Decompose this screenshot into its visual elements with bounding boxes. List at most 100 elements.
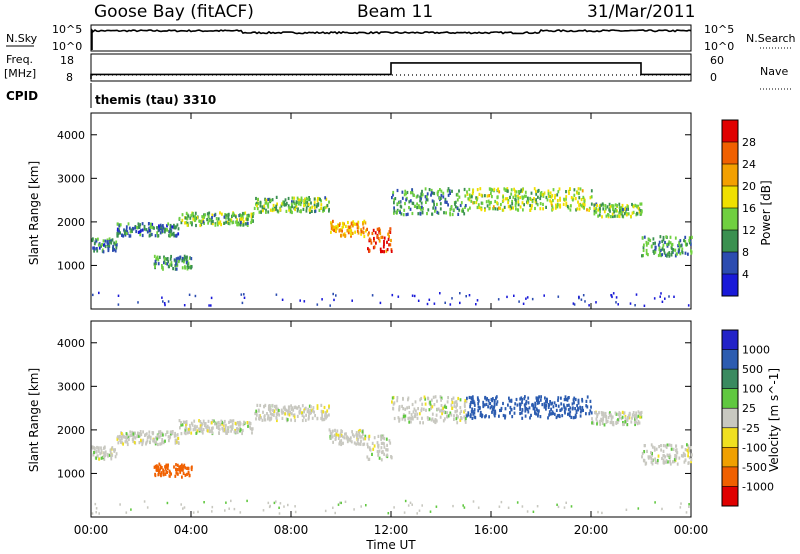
scatter-cell [524, 190, 527, 194]
scatter-cell [564, 407, 567, 411]
scatter-cell [496, 195, 499, 199]
scatter-cell [158, 462, 161, 466]
scatter-cell [186, 431, 189, 435]
scatter-cell [167, 260, 170, 264]
scatter-cell [619, 412, 622, 416]
scatter-cell [383, 437, 386, 441]
scatter-cell [674, 236, 677, 240]
scatter-cell [403, 511, 406, 514]
scatter-cell [645, 243, 648, 247]
scatter-cell [527, 196, 529, 200]
scatter-cell [484, 208, 486, 212]
scatter-cell [211, 222, 214, 226]
scatter-cell [492, 205, 495, 209]
scatter-cell [181, 475, 183, 479]
scatter-cell [161, 264, 163, 268]
scatter-cell [454, 400, 457, 404]
scatter-cell [652, 237, 655, 241]
scatter-cell [175, 440, 178, 444]
scatter-cell [479, 187, 482, 191]
scatter-cell [314, 414, 316, 418]
colorbar-segment [722, 230, 738, 253]
scatter-cell [165, 465, 167, 469]
scatter-cell [679, 239, 682, 243]
scatter-cell [434, 420, 437, 425]
scatter-cell [569, 410, 572, 414]
scatter-cell [387, 232, 389, 236]
scatter-cell [622, 208, 624, 212]
scatter-cell [258, 417, 261, 421]
scatter-cell [634, 416, 637, 420]
scatter-cell [418, 205, 420, 210]
scatter-cell [236, 430, 239, 435]
scatter-cell [454, 410, 457, 414]
scatter-cell [510, 188, 513, 192]
scatter-cell [447, 187, 450, 191]
scatter-cell [187, 427, 190, 431]
scatter-cell [490, 187, 493, 191]
scatter-cell [656, 461, 659, 465]
scatter-cell [687, 461, 690, 465]
power-ylabel: Slant Range [km] [27, 161, 41, 265]
scatter-cell [680, 454, 683, 458]
scatter-cell [653, 297, 656, 300]
scatter-cell [270, 198, 272, 203]
scatter-cell [581, 399, 584, 403]
scatter-cell [239, 213, 241, 217]
scatter-cell [383, 242, 385, 246]
scatter-cell [156, 226, 158, 230]
scatter-cell [588, 206, 591, 210]
scatter-cell [405, 213, 408, 217]
scatter-cell [684, 235, 687, 239]
scatter-cell [235, 215, 237, 219]
scatter-cell [418, 412, 421, 416]
scatter-cell [179, 470, 182, 474]
scatter-cell [596, 413, 599, 417]
scatter-cell [591, 421, 593, 425]
scatter-cell [156, 255, 159, 259]
colorbar-segment [722, 164, 738, 187]
scatter-cell [568, 403, 570, 407]
scatter-cell [210, 221, 213, 225]
scatter-cell [110, 241, 113, 245]
scatter-cell [385, 437, 388, 441]
scatter-cell [243, 212, 245, 216]
scatter-cell [312, 409, 314, 413]
scatter-cell [242, 220, 245, 224]
scatter-cell [204, 424, 206, 428]
scatter-cell [201, 220, 204, 224]
scatter-cell [620, 209, 623, 213]
scatter-cell [178, 468, 181, 472]
scatter-cell [333, 298, 335, 302]
scatter-cell [431, 417, 434, 421]
scatter-cell [539, 202, 542, 206]
scatter-cell [463, 415, 466, 419]
scatter-cell [624, 416, 627, 420]
scatter-cell [476, 299, 479, 302]
scatter-cell [617, 303, 619, 306]
scatter-cell [585, 404, 588, 408]
scatter-cell [169, 432, 172, 436]
scatter-cell [647, 237, 650, 241]
scatter-cell [285, 201, 288, 205]
scatter-cell [124, 231, 126, 236]
scatter-cell [664, 240, 666, 245]
scatter-cell [430, 406, 432, 410]
scatter-cell [169, 257, 172, 261]
scatter-cell [636, 422, 639, 426]
scatter-cell [182, 471, 185, 475]
scatter-cell [495, 396, 497, 400]
scatter-cell [521, 400, 523, 405]
scatter-cell [137, 301, 139, 304]
scatter-cell [349, 225, 352, 229]
scatter-cell [233, 430, 236, 434]
scatter-cell [545, 195, 548, 200]
scatter-cell [659, 251, 661, 255]
velocity-colorbar-label: Velocity [m s^-1] [767, 368, 781, 472]
scatter-cell [550, 407, 552, 411]
scatter-cell [440, 196, 442, 200]
scatter-cell [607, 213, 609, 217]
scatter-cell [507, 205, 510, 209]
scatter-cell [267, 197, 270, 202]
scatter-cell [344, 432, 346, 436]
